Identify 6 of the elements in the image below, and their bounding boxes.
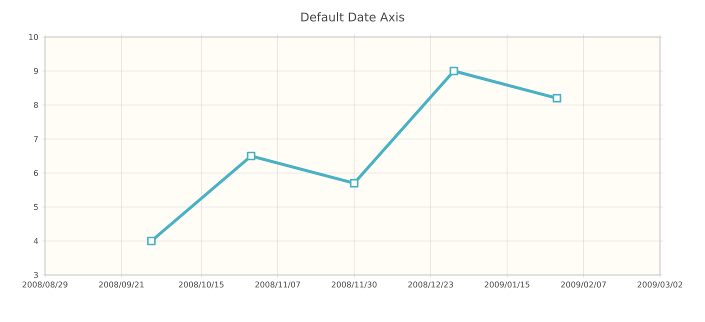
chart-title: Default Date Axis	[301, 12, 404, 22]
point	[552, 94, 562, 103]
point	[246, 152, 256, 160]
point	[450, 66, 458, 76]
point	[147, 236, 156, 246]
point	[350, 178, 358, 188]
